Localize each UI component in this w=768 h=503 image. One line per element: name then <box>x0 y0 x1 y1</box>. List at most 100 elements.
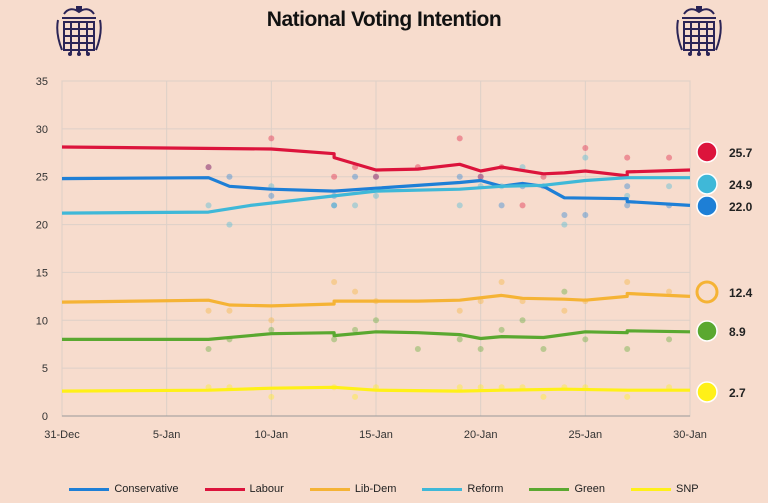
poll-point <box>414 346 421 352</box>
legend-swatch <box>529 487 570 491</box>
poll-point <box>561 288 568 295</box>
poll-point <box>561 212 568 218</box>
legend-swatch <box>309 487 350 491</box>
x-tick-label: 25-Jan <box>569 429 603 441</box>
poll-point <box>331 279 338 285</box>
end-label-green: 8.9 <box>729 325 746 339</box>
chart-title: National Voting Intention <box>266 8 502 31</box>
poll-point <box>477 346 484 352</box>
poll-point <box>205 164 212 171</box>
grid-lines <box>61 80 691 417</box>
poll-point <box>498 326 505 333</box>
labour-logo-icon <box>696 141 718 163</box>
trend-line-snp <box>61 385 690 393</box>
poll-point <box>268 393 275 400</box>
poll-point <box>561 307 568 314</box>
chart-legend: Conservative Labour Lib-Dem Reform Green SNP <box>0 481 768 497</box>
x-tick-label: 30-Jan <box>673 429 707 441</box>
poll-point <box>205 164 212 171</box>
end-label-lib-dem: 12.4 <box>729 286 753 300</box>
poll-point <box>624 279 631 285</box>
poll-point <box>624 202 631 209</box>
y-tick-label: 30 <box>36 124 48 136</box>
legend-item-green: Green <box>529 481 605 497</box>
poll-point <box>373 317 379 324</box>
poll-point <box>561 221 568 228</box>
legend-swatch <box>422 487 463 491</box>
legend-item-conservative: Conservative <box>69 481 179 497</box>
x-tick-label: 31-Dec <box>44 429 80 441</box>
snp-logo-icon <box>696 381 718 403</box>
poll-point <box>352 393 359 400</box>
x-tick-label: 20-Jan <box>464 429 498 441</box>
legend-item-snp: SNP <box>631 481 699 497</box>
poll-point <box>226 307 233 314</box>
poll-point <box>331 336 338 343</box>
end-label-conservative: 22.0 <box>729 200 753 214</box>
x-tick-label: 5-Jan <box>153 429 181 441</box>
poll-point <box>540 393 547 400</box>
poll-point <box>373 173 379 180</box>
poll-point <box>498 279 505 285</box>
poll-point <box>373 192 379 199</box>
poll-point <box>582 145 589 151</box>
poll-point <box>624 183 631 190</box>
legend-swatch <box>631 487 672 491</box>
legend-swatch <box>69 487 110 491</box>
poll-point <box>331 202 338 209</box>
party-logos <box>695 141 719 403</box>
trend-line-reform <box>61 176 690 215</box>
poll-point <box>331 173 338 180</box>
poll-point <box>456 135 463 142</box>
poll-points <box>205 135 673 400</box>
legend-item-labour: Labour <box>204 481 284 497</box>
trend-line-green <box>62 329 691 341</box>
poll-point <box>352 173 359 180</box>
poll-point <box>456 202 463 209</box>
legend-label: SNP <box>676 483 699 495</box>
trend-line-lib-dem <box>61 291 691 308</box>
poll-point <box>498 202 505 209</box>
lib-dem-logo-icon <box>695 280 719 304</box>
legend-item-reform: Reform <box>422 481 503 497</box>
poll-point <box>666 183 673 190</box>
poll-point <box>624 346 631 352</box>
poll-point <box>477 384 484 391</box>
poll-point <box>477 173 484 180</box>
poll-point <box>624 393 631 400</box>
poll-point <box>582 154 589 161</box>
poll-point <box>456 173 463 180</box>
poll-point <box>352 288 359 295</box>
legend-swatch <box>204 487 245 491</box>
poll-point <box>331 202 338 209</box>
poll-point <box>456 384 463 391</box>
y-tick-label: 20 <box>36 220 48 232</box>
x-tick-label: 15-Jan <box>359 429 393 441</box>
poll-point <box>666 154 673 161</box>
poll-point <box>582 336 589 343</box>
legend-label: Labour <box>249 483 284 495</box>
y-tick-label: 0 <box>42 411 48 423</box>
y-tick-label: 35 <box>36 76 48 88</box>
poll-point <box>226 173 233 180</box>
poll-point <box>456 336 463 343</box>
portcullis-logo-right <box>676 6 722 56</box>
trend-line-labour <box>61 145 691 178</box>
conservative-logo-icon <box>696 195 718 217</box>
poll-point <box>519 317 526 324</box>
reform-logo-icon <box>696 173 718 195</box>
poll-point <box>519 202 526 209</box>
end-label-snp: 2.7 <box>729 386 746 400</box>
poll-point <box>477 173 484 180</box>
poll-point <box>373 173 379 180</box>
x-tick-label: 10-Jan <box>255 429 289 441</box>
end-labels: 25.7 24.9 22.0 12.4 8.9 2.7 <box>729 146 753 400</box>
y-tick-label: 25 <box>36 172 48 184</box>
poll-point <box>477 298 484 305</box>
poll-point <box>268 317 275 324</box>
voting-intention-chart: 0 5 10 15 20 25 30 35 31-Dec 5-Jan 10-Jan 15-Jan 20-… <box>36 76 753 441</box>
axis-ticks: 0 5 10 15 20 25 30 35 31-Dec 5-Jan 10-Jan 15-Jan 20-… <box>36 76 707 441</box>
poll-point <box>456 307 463 314</box>
y-tick-label: 15 <box>36 267 48 279</box>
legend-label: Reform <box>467 483 504 495</box>
